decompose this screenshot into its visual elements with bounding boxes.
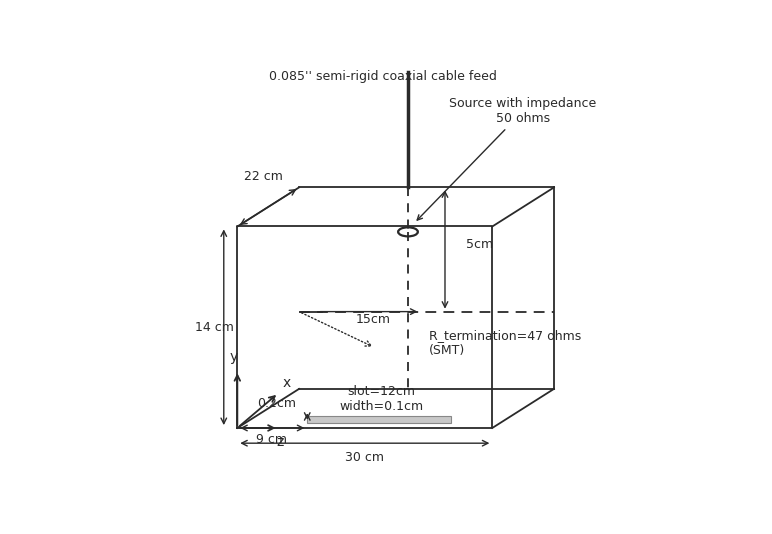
Text: 0.085'' semi-rigid coaxial cable feed: 0.085'' semi-rigid coaxial cable feed xyxy=(269,70,497,83)
Text: y: y xyxy=(230,350,239,364)
Text: 0.2cm: 0.2cm xyxy=(257,397,296,410)
Text: R_termination=47 ohms
(SMT): R_termination=47 ohms (SMT) xyxy=(429,329,581,357)
Text: 15cm: 15cm xyxy=(356,312,391,326)
Text: 14 cm: 14 cm xyxy=(195,321,234,334)
Text: z: z xyxy=(276,435,284,450)
Text: slot=12cm
width=0.1cm: slot=12cm width=0.1cm xyxy=(339,385,423,413)
Bar xyxy=(307,416,451,422)
Text: 9 cm: 9 cm xyxy=(256,433,287,446)
Text: 5cm: 5cm xyxy=(466,239,493,252)
Text: 22 cm: 22 cm xyxy=(243,170,283,183)
Text: Source with impedance
50 ohms: Source with impedance 50 ohms xyxy=(417,97,597,220)
Text: 30 cm: 30 cm xyxy=(345,451,384,464)
Text: x: x xyxy=(283,376,291,390)
